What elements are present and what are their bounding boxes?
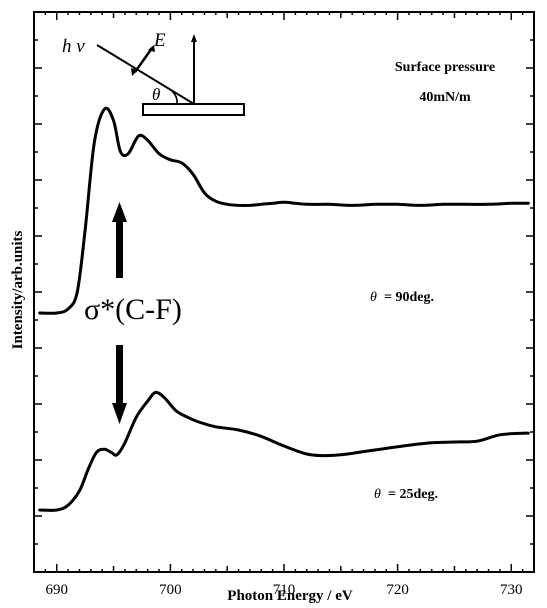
y-axis-ticks [34,11,534,573]
spectrum-90deg-line [38,106,530,315]
surface-pressure-value: 40mN/m [419,90,471,105]
x-axis-label: Photon Energy / eV [227,588,353,604]
x-tick-label: 690 [45,582,68,598]
downward-arrow-icon [112,345,127,424]
inset-e-label: E [153,30,166,51]
theta-25-value: = 25deg. [388,487,438,502]
measurement-geometry-inset: θ h ν E [62,30,245,116]
x-tick-label: 700 [159,582,182,598]
theta-90-symbol: θ [370,290,377,305]
substrate-plate [142,103,245,116]
spectrum-25deg-line [38,390,530,512]
inset-theta-label: θ [152,85,160,104]
theta-25-symbol: θ [374,487,381,502]
incident-beam-line [96,44,195,105]
x-axis-tick-labels: 690 700 710 720 730 [45,582,522,598]
x-tick-label: 710 [273,582,296,598]
surface-normal-arrowhead [191,34,197,42]
x-axis-ticks [33,12,535,572]
inset-hv-label: h ν [62,36,85,57]
sigma-star-cf-label: σ*(C-F) [84,293,182,326]
y-axis-label: Intensity/arb.units [10,230,26,349]
theta-arc [171,90,178,105]
theta-90-value: = 90deg. [384,290,434,305]
upward-arrow-icon [112,202,127,278]
surface-pressure-label: Surface pressure [395,60,495,75]
x-tick-label: 730 [500,582,523,598]
x-tick-label: 720 [386,582,409,598]
